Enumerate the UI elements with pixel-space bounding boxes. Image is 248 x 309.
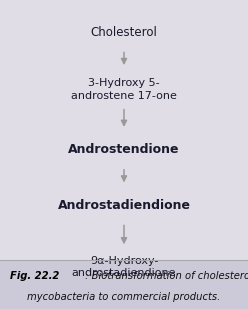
- Text: Cholesterol: Cholesterol: [91, 26, 157, 39]
- Text: 9α-Hydroxy-
androstadiendione: 9α-Hydroxy- androstadiendione: [72, 256, 176, 278]
- Text: : Biotransformation of cholesterol by: : Biotransformation of cholesterol by: [82, 271, 248, 281]
- Text: Androstadiendione: Androstadiendione: [58, 199, 190, 212]
- Text: 3-Hydroxy 5-
androstene 17-one: 3-Hydroxy 5- androstene 17-one: [71, 78, 177, 101]
- Text: Androstendione: Androstendione: [68, 143, 180, 156]
- Bar: [0, 260, 248, 309]
- Text: mycobacteria to commercial products.: mycobacteria to commercial products.: [27, 292, 221, 302]
- Text: Fig. 22.2: Fig. 22.2: [10, 271, 59, 281]
